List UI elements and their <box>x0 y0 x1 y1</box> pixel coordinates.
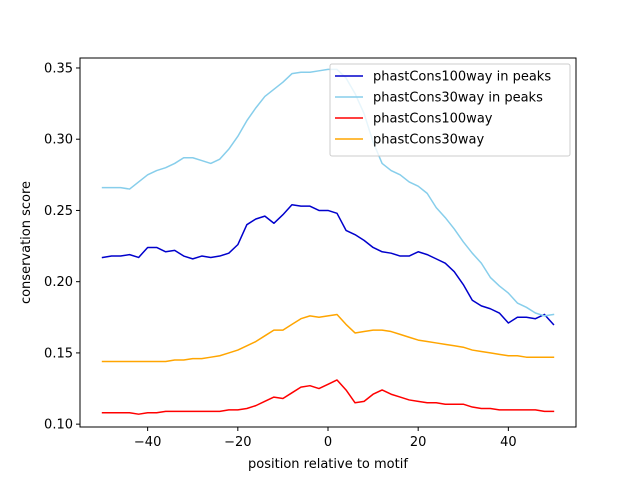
axes-layer: −40 −20 0 20 40 0.10 0.15 0.20 0.25 0.30 0.35 posit… <box>19 57 577 472</box>
y-tick-label: 0.20 <box>44 275 73 290</box>
y-tick-label: 0.15 <box>44 346 73 361</box>
x-tick-label: 0 <box>324 435 332 450</box>
legend-entry-label: phastCons30way in peaks <box>373 91 543 106</box>
legend: phastCons100way in peaks phastCons30way i… <box>329 63 571 157</box>
x-tick-label: 20 <box>410 435 427 450</box>
series-line-phastcons100way <box>101 379 555 415</box>
x-tick-label: −20 <box>224 435 251 450</box>
legend-box <box>329 63 571 157</box>
legend-entry-label: phastCons30way <box>373 133 485 148</box>
series-line-phastcons30way <box>101 313 555 363</box>
series-layer <box>101 68 555 415</box>
y-tick-label: 0.35 <box>44 61 73 76</box>
legend-entry-label: phastCons100way <box>373 112 493 127</box>
series-line-phastcons30way-in-peaks <box>101 68 555 317</box>
y-axis-label: conservation score <box>19 181 34 304</box>
x-tick-label: −40 <box>134 435 161 450</box>
x-axis-label: position relative to motif <box>248 457 408 472</box>
legend-entry-label: phastCons100way in peaks <box>373 70 551 85</box>
y-tick-label: 0.25 <box>44 204 73 219</box>
y-tick-label: 0.10 <box>44 418 73 433</box>
series-line-phastcons100way-in-peaks <box>101 204 555 326</box>
y-tick-label: 0.30 <box>44 133 73 148</box>
x-tick-label: 40 <box>500 435 517 450</box>
